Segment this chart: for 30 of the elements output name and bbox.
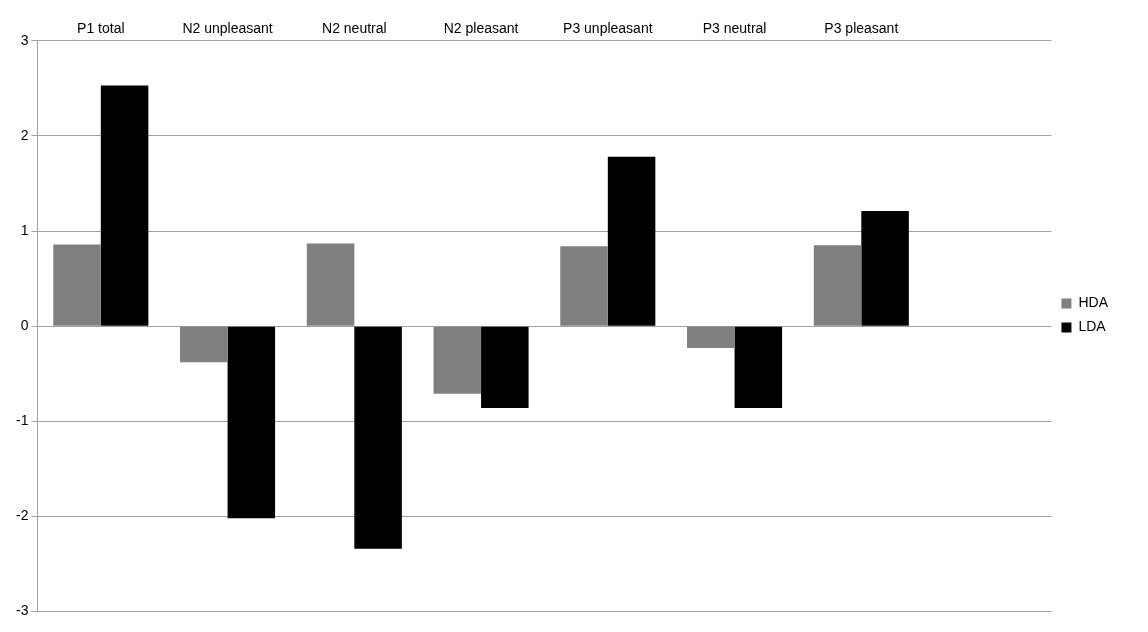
bar [607,156,656,326]
x-tick-label: N2 pleasant [443,20,519,37]
y-tick-label: -3 [16,602,29,619]
bar [306,243,355,326]
bar [734,326,783,409]
bar [813,245,862,326]
x-tick-label: P3 unpleasant [563,20,653,37]
bar [861,211,909,326]
y-tick-label: 3 [20,31,29,48]
y-tick-label: -1 [16,412,29,429]
x-tick-label: P1 total [77,20,125,37]
bar [481,326,529,409]
x-tick-label: N2 unpleasant [182,20,273,37]
legend-label: LDA [1078,318,1107,335]
bar [227,326,276,519]
bar [53,244,101,326]
bar [433,326,482,394]
x-tick-label: P3 pleasant [824,20,899,37]
y-tick-label: -2 [16,507,29,524]
bar [354,326,402,549]
bar [687,326,735,349]
legend-label: HDA [1078,294,1109,311]
x-tick-label: P3 neutral [702,20,767,37]
bar [100,85,149,326]
y-tick-label: 0 [20,317,29,334]
bar [560,246,608,326]
bar [180,326,228,363]
x-tick-label: N2 neutral [322,20,387,37]
y-tick-label: 2 [20,126,29,143]
y-tick-label: 1 [20,221,29,238]
